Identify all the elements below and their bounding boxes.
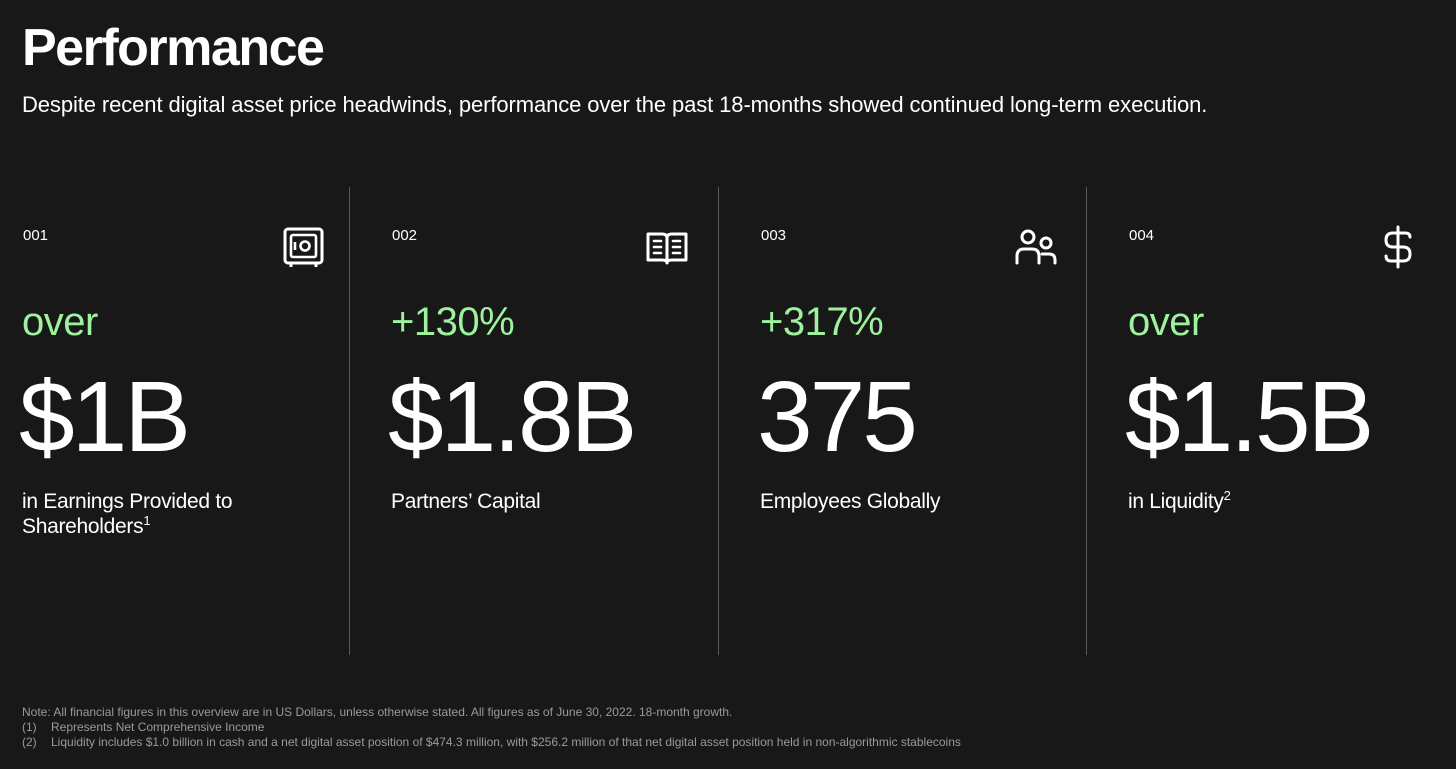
stat-description: in Liquidity2	[1128, 488, 1231, 513]
footnote-mark: (2)	[22, 735, 37, 749]
stat-card-earnings: 001 over $1B in Earnings Provided to Sha…	[19, 187, 362, 655]
footnotes: Note: All financial figures in this over…	[22, 705, 961, 750]
column-divider	[1086, 187, 1087, 655]
card-number: 001	[23, 227, 49, 244]
footnote-text: Liquidity includes $1.0 billion in cash …	[51, 735, 961, 749]
stat-value: $1B	[19, 361, 191, 473]
stat-description: Employees Globally	[760, 490, 941, 513]
people-icon	[1014, 225, 1058, 269]
stat-value: $1.5B	[1125, 361, 1374, 473]
card-number: 003	[761, 227, 787, 244]
column-divider	[718, 187, 719, 655]
safe-icon	[282, 225, 326, 269]
footnote-ref: 2	[1223, 488, 1231, 503]
stat-description: Partners’ Capital	[391, 490, 541, 513]
page-subtitle: Despite recent digital asset price headw…	[22, 92, 1208, 117]
footnote-note: Note: All financial figures in this over…	[22, 705, 733, 719]
stat-value: $1.8B	[388, 361, 637, 473]
stat-card-liquidity: 004 over $1.5B in Liquidity2	[1125, 187, 1456, 655]
card-number: 002	[392, 227, 418, 244]
dollar-sign-icon	[1378, 225, 1422, 269]
stat-value: 375	[757, 361, 918, 473]
footnote-item: (2) Liquidity includes $1.0 billion in c…	[22, 735, 961, 750]
footnote-item: (1) Represents Net Comprehensive Income	[22, 720, 961, 735]
stat-description: in Earnings Provided to Shareholders1	[22, 490, 233, 538]
growth-qualifier: +317%	[760, 300, 884, 344]
stat-card-partners-capital: 002 +130% $1.8B Partners’ Capital	[388, 187, 731, 655]
footnote-ref: 1	[143, 513, 151, 528]
card-number: 004	[1129, 227, 1155, 244]
footnote-text: Represents Net Comprehensive Income	[51, 720, 265, 734]
column-divider	[349, 187, 350, 655]
stat-card-employees: 003 +317% 375 Employees Globally	[757, 187, 1100, 655]
growth-qualifier: over	[1128, 300, 1204, 344]
footnote-mark: (1)	[22, 720, 37, 734]
growth-qualifier: +130%	[391, 300, 515, 344]
open-book-icon	[645, 225, 689, 269]
growth-qualifier: over	[22, 300, 98, 344]
page-title: Performance	[22, 19, 325, 77]
